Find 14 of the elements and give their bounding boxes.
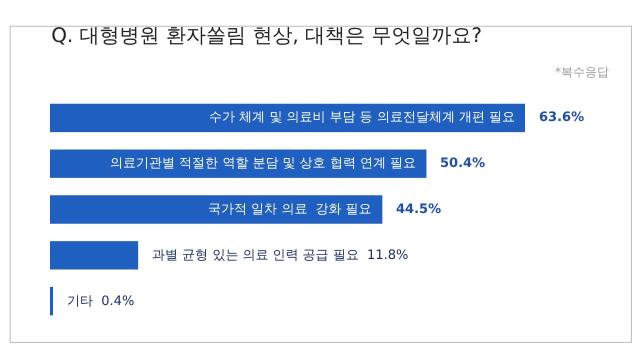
- data-label: 44.5%: [396, 202, 442, 217]
- y-tick-label: 의료기관별 적절한 역할 분담 및 상호 협력 연계 필요: [110, 156, 416, 171]
- data-label: 50.4%: [440, 156, 486, 171]
- y-tick-label: 수가 체계 및 의료비 부담 등 의료전달체계 개편 필요: [209, 110, 516, 125]
- y-tick-label: 국가적 일차 의료 강화 필요: [208, 202, 372, 217]
- chart-title: Q. 대형병원 환자쏠림 현상, 대책은 무엇일까요?: [51, 22, 482, 47]
- category-label: 과별 균형 있는 의료 인력 공급 필요 11.8%: [152, 248, 408, 263]
- category-label: 기타 0.4%: [67, 294, 134, 309]
- bar: [50, 195, 382, 224]
- data-label: 63.6%: [539, 110, 584, 125]
- text: *복수응답: [555, 65, 609, 79]
- bar: [50, 104, 525, 132]
- bar: [50, 241, 138, 270]
- bar: [50, 286, 53, 316]
